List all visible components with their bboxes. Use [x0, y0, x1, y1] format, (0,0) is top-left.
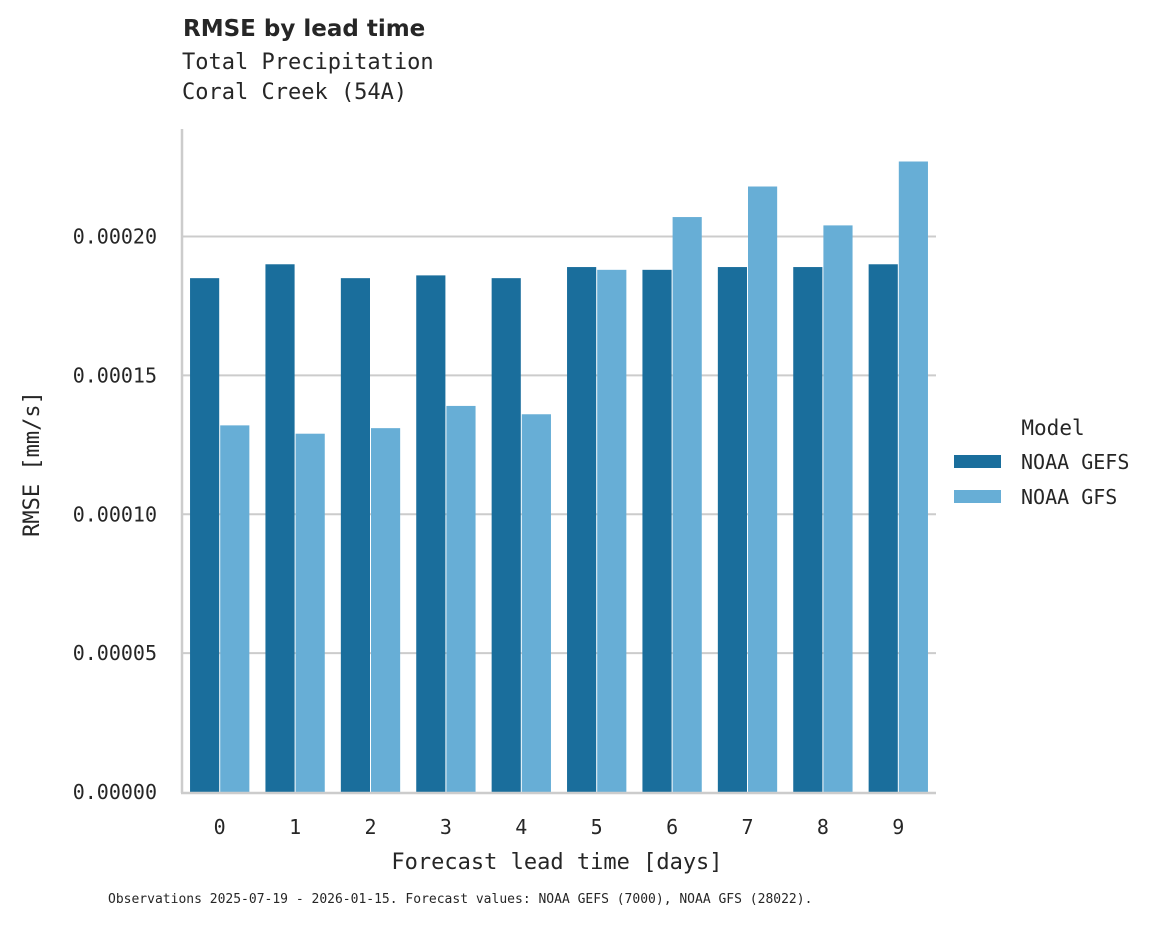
bar-gefs-day-0: [190, 278, 220, 793]
legend-label-gfs: NOAA GFS: [1021, 485, 1117, 509]
x-tick-label: 1: [289, 815, 301, 839]
bar-gfs-day-6: [672, 217, 702, 792]
bar-gfs-day-9: [898, 161, 928, 792]
x-tick-labels: 0 1 2 3 4 5 6 7 8 9: [214, 815, 905, 839]
x-tick-label: 0: [214, 815, 226, 839]
bar-gefs-day-9: [868, 264, 898, 792]
y-tick-label: 0.00015: [73, 363, 157, 387]
bar-gefs-day-6: [642, 269, 672, 793]
chart-subtitle-variable: Total Precipitation: [182, 50, 434, 75]
x-tick-label: 4: [515, 815, 527, 839]
x-tick-label: 5: [591, 815, 603, 839]
x-tick-label: 9: [892, 815, 904, 839]
bar-gfs-day-8: [823, 225, 853, 792]
y-tick-label: 0.00000: [73, 780, 157, 804]
axes: [180, 129, 936, 795]
bar-gfs-day-2: [371, 428, 401, 792]
x-tick-label: 8: [817, 815, 829, 839]
bar-gefs-day-4: [491, 278, 521, 793]
chart-subtitle-location: Coral Creek (54A): [182, 80, 408, 105]
x-tick-label: 3: [440, 815, 452, 839]
bar-gfs-day-5: [597, 269, 627, 793]
footer-note: Observations 2025-07-19 - 2026-01-15. Fo…: [108, 892, 813, 907]
bar-gfs-day-7: [748, 186, 778, 792]
bar-gfs-day-0: [220, 425, 250, 792]
bar-gfs-day-1: [295, 433, 325, 792]
bar-gfs-day-4: [521, 414, 551, 792]
y-tick-label: 0.00010: [73, 502, 157, 526]
bar-gefs-day-5: [567, 267, 597, 792]
x-tick-label: 6: [666, 815, 678, 839]
bar-gefs-day-8: [793, 267, 823, 792]
bar-gefs-day-3: [416, 275, 446, 792]
bar-gefs-day-7: [717, 267, 747, 792]
x-tick-label: 7: [741, 815, 753, 839]
legend-swatch-gefs: [954, 455, 1001, 468]
y-axis-label: RMSE [mm/s]: [20, 391, 45, 537]
legend-swatch-gfs: [954, 490, 1001, 503]
y-tick-labels: 0.00000 0.00005 0.00010 0.00015 0.00020: [73, 225, 157, 805]
chart-title: RMSE by lead time: [183, 16, 426, 42]
bar-gfs-day-3: [446, 405, 476, 792]
legend: Model NOAA GEFS NOAA GFS: [954, 416, 1129, 509]
legend-title: Model: [1021, 416, 1084, 440]
bar-gefs-day-1: [265, 264, 295, 792]
legend-label-gefs: NOAA GEFS: [1021, 450, 1129, 474]
y-tick-label: 0.00020: [73, 225, 157, 249]
gridlines: [182, 235, 936, 655]
x-tick-label: 2: [364, 815, 376, 839]
bar-gefs-day-2: [340, 278, 370, 793]
x-axis-label: Forecast lead time [days]: [391, 850, 722, 875]
y-tick-label: 0.00005: [73, 641, 157, 665]
bars: [190, 161, 928, 793]
